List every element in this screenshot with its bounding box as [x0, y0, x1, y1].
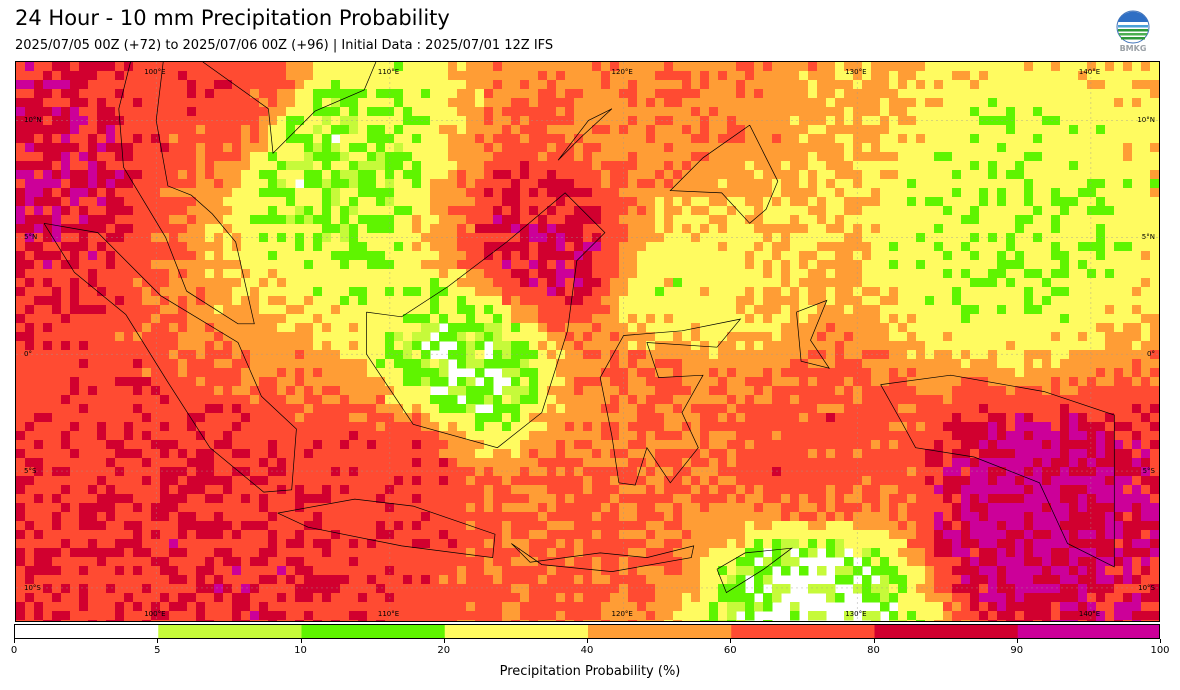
lon-label-bottom: 120°E — [611, 610, 633, 618]
coastline — [557, 108, 613, 161]
lat-label-left: 10°N — [24, 116, 42, 125]
lat-label-right: 10°S — [1138, 583, 1155, 592]
coastline — [43, 222, 297, 493]
page-title: 24 Hour - 10 mm Precipitation Probabilit… — [15, 6, 450, 30]
lat-label-right: 0° — [1147, 350, 1155, 359]
colorbar-segment — [1017, 625, 1159, 638]
colorbar-tickmark — [444, 639, 445, 643]
lon-label-top: 100°E — [144, 68, 166, 76]
lat-label-right: 10°N — [1137, 116, 1155, 125]
colorbar-tick-label: 0 — [10, 645, 18, 656]
lon-label-bottom: 130°E — [845, 610, 867, 618]
colorbar-segment — [731, 625, 875, 638]
lat-label-left: 0° — [24, 350, 32, 359]
lon-label-bottom: 140°E — [1078, 610, 1101, 618]
coastlines — [43, 62, 1115, 594]
colorbar-tick-label: 40 — [580, 645, 594, 656]
colorbar-label: Precipitation Probability (%) — [499, 664, 681, 679]
lat-label-right: 5°N — [1141, 233, 1155, 242]
graticule — [16, 62, 1159, 621]
precipitation-map: 100°E 100°E 110°E 110°E 120°E 120°E 130°E 130°E… — [15, 61, 1160, 622]
colorbar-tick-label: 60 — [723, 645, 737, 656]
colorbar-tick-label: 5 — [154, 645, 161, 656]
logo-text: BMKG — [1119, 44, 1147, 53]
colorbar-segment — [588, 625, 732, 638]
lon-label-top: 140°E — [1078, 68, 1101, 76]
lat-label-right: 5°S — [1142, 467, 1155, 476]
colorbar-segment — [444, 625, 589, 638]
colorbar-segment — [158, 625, 302, 638]
coastline — [202, 62, 377, 154]
colorbar-segment — [301, 625, 446, 638]
colorbar-tickmark — [1160, 639, 1161, 643]
bmkg-logo-icon — [1116, 10, 1150, 44]
lon-label-top: 130°E — [845, 68, 867, 76]
coastline — [669, 124, 779, 224]
colorbar-tickmark — [730, 639, 731, 643]
coastline — [366, 192, 606, 449]
lat-label-left: 10°S — [24, 583, 41, 592]
coastline — [511, 543, 695, 572]
colorbar-tickmark — [14, 639, 15, 643]
coastline — [599, 318, 742, 486]
coastline — [118, 62, 255, 325]
colorbar-segment — [874, 625, 1019, 638]
probability-field — [16, 62, 1159, 621]
colorbar-tickmark — [157, 639, 158, 643]
lat-label-left: 5°N — [24, 233, 38, 242]
colorbar-tick-label: 20 — [437, 645, 451, 656]
colorbar-segment — [15, 625, 159, 638]
coastline — [796, 299, 830, 369]
lon-label-top: 120°E — [611, 68, 633, 76]
colorbar-tick-label: 100 — [1150, 645, 1170, 656]
coastline — [277, 498, 496, 558]
lon-label-bottom: 110°E — [377, 610, 400, 618]
page-subtitle: 2025/07/05 00Z (+72) to 2025/07/06 00Z (… — [15, 38, 554, 53]
coastline — [880, 374, 1115, 568]
colorbar-tickmark — [874, 639, 875, 643]
lon-label-bottom: 100°E — [144, 610, 166, 618]
colorbar-tick-label: 80 — [867, 645, 880, 656]
lon-label-top: 110°E — [377, 68, 400, 76]
lat-label-left: 5°S — [24, 467, 37, 476]
colorbar-tick-label: 10 — [294, 645, 307, 656]
colorbar-tickmark — [301, 639, 302, 643]
colorbar — [14, 624, 1160, 639]
map-canvas — [16, 62, 1159, 621]
colorbar-tickmark — [1017, 639, 1018, 643]
colorbar-tick-label: 90 — [1010, 645, 1024, 656]
colorbar-tickmark — [587, 639, 588, 643]
coastline — [716, 547, 794, 594]
